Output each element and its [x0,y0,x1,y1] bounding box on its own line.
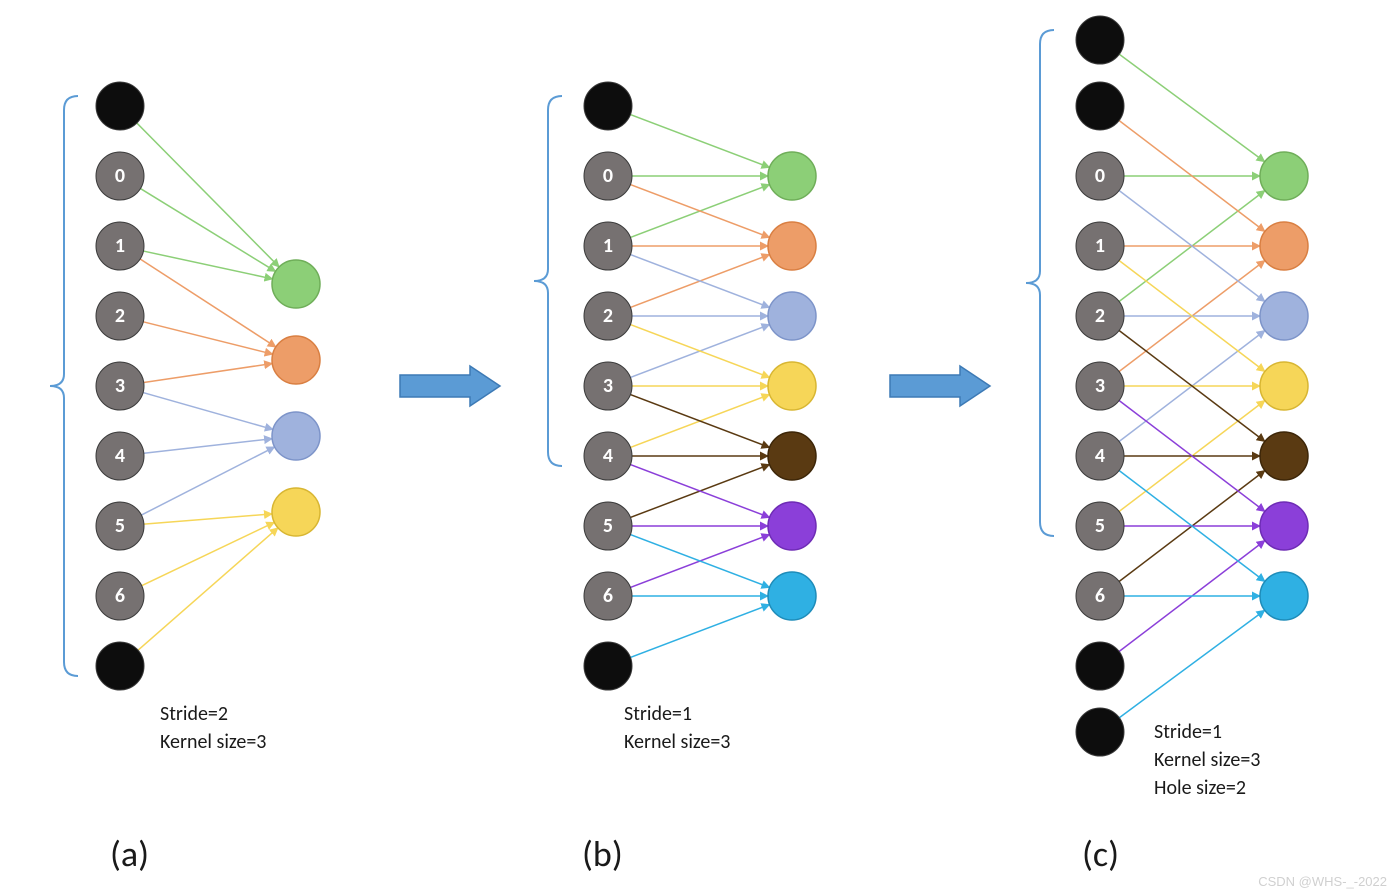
conv-edge [141,447,274,515]
input-node-label: 5 [115,514,125,538]
output-node [768,502,816,550]
padding-node [96,82,144,130]
output-node [272,336,320,384]
output-node [768,572,816,620]
input-node-label: 4 [115,444,125,468]
transition-arrow [890,366,990,406]
output-node [272,412,320,460]
input-node-label: 4 [603,444,613,468]
input-node-label: 1 [115,234,125,258]
conv-edge [143,322,272,354]
bracket [1026,30,1054,536]
padding-node [1076,82,1124,130]
input-node-label: 2 [1095,304,1105,328]
conv-edge [144,364,273,383]
conv-edge [1119,610,1264,717]
padding-node [96,642,144,690]
output-node [1260,362,1308,410]
watermark-text: CSDN @WHS-_-2022 [1258,874,1387,889]
panel-caption: Stride=2 [160,702,228,726]
output-node [1260,572,1308,620]
panel-caption: Hole size=2 [1154,776,1246,800]
conv-edge [143,393,273,430]
output-node [272,260,320,308]
input-node-label: 0 [1095,164,1105,188]
output-node [1260,222,1308,270]
panel-caption: Stride=1 [624,702,692,726]
conv-edge [144,439,272,454]
input-node-label: 3 [603,374,613,398]
bracket [534,96,562,466]
output-node [1260,292,1308,340]
input-node-label: 6 [1095,584,1105,608]
output-node [768,152,816,200]
panel-caption: Kernel size=3 [160,730,266,754]
input-node-label: 5 [1095,514,1105,538]
input-node-label: 1 [1095,234,1105,258]
panel-label: (a) [110,832,149,876]
conv-edge [142,522,275,585]
padding-node [1076,708,1124,756]
output-node [768,362,816,410]
transition-arrow [400,366,500,406]
bracket [50,96,78,676]
padding-node [584,82,632,130]
input-node-label: 1 [603,234,613,258]
panel-caption: Stride=1 [1154,720,1222,744]
conv-edge [138,528,278,650]
input-node-label: 5 [603,514,613,538]
output-node [1260,432,1308,480]
input-node-label: 0 [603,164,613,188]
output-node [1260,502,1308,550]
conv-edge [630,115,769,168]
panel-label: (b) [582,832,623,876]
conv-edge [140,259,276,347]
output-node [1260,152,1308,200]
output-node [272,488,320,536]
input-node-label: 3 [1095,374,1105,398]
padding-node [1076,642,1124,690]
output-node [768,222,816,270]
padding-node [1076,16,1124,64]
conv-edge [140,189,275,272]
input-node-label: 2 [115,304,125,328]
input-node-label: 4 [1095,444,1105,468]
input-node-label: 6 [603,584,613,608]
diagram-canvas: 0 1 2 3 4 5 6 Stride=2 Kernel size=3 (a) 0 1 2 3 4 5 6 St… [0,0,1399,895]
conv-edge [143,251,272,279]
padding-node [584,642,632,690]
input-node-label: 0 [115,164,125,188]
conv-edge [137,123,279,267]
panel-caption: Kernel size=3 [624,730,730,754]
conv-edge [1119,54,1264,161]
input-node-label: 2 [603,304,613,328]
panel-label: (c) [1082,832,1119,876]
input-node-label: 3 [115,374,125,398]
conv-edge [630,605,769,658]
output-node [768,432,816,480]
input-node-label: 6 [115,584,125,608]
conv-edge [144,514,272,524]
panel-caption: Kernel size=3 [1154,748,1260,772]
output-node [768,292,816,340]
